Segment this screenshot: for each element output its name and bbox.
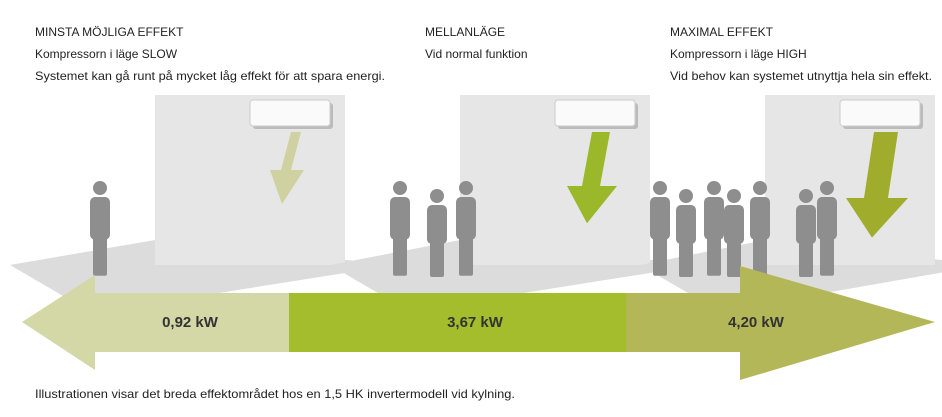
person-head (753, 181, 767, 195)
person-body (456, 197, 476, 240)
panel-description: Vid behov kan systemet utnyttja hela sin… (670, 69, 932, 83)
person-body (427, 205, 447, 244)
infographic: 0,92 kW 3,67 kW 4,20 kW MINSTA MÖJLIGA E… (0, 0, 942, 417)
person-legs (707, 238, 721, 276)
person-head (93, 181, 107, 195)
footer-note: Illustrationen visar det breda effektomr… (35, 387, 515, 401)
panel-description: Systemet kan gå runt på mycket låg effek… (35, 69, 385, 83)
panel-subtitle: Kompressorn i läge HIGH (670, 47, 807, 61)
panel-subtitle: Vid normal funktion (425, 47, 528, 61)
person-body (724, 205, 744, 244)
person-body (390, 197, 410, 240)
ac-unit (250, 100, 330, 126)
person-legs (393, 238, 407, 276)
person-legs (459, 238, 473, 276)
person-legs (727, 242, 741, 277)
person-head (820, 181, 834, 195)
person-legs (653, 238, 667, 276)
panel-title: MAXIMAL EFFEKT (670, 25, 774, 39)
person-legs (820, 238, 834, 276)
person-head (653, 181, 667, 195)
person-head (679, 189, 693, 203)
power-label: 3,67 kW (447, 314, 504, 331)
person-legs (430, 242, 444, 277)
person-head (707, 181, 721, 195)
person-body (650, 197, 670, 240)
person-legs (679, 242, 693, 277)
panel-title: MELLANLÄGE (425, 25, 505, 39)
person-body (704, 197, 724, 240)
person-head (727, 189, 741, 203)
panel-title: MINSTA MÖJLIGA EFFEKT (35, 25, 184, 39)
power-label: 0,92 kW (162, 314, 219, 331)
person-legs (799, 242, 813, 277)
person-legs (93, 238, 107, 276)
ac-unit (555, 100, 635, 126)
person-body (676, 205, 696, 244)
person-head (799, 189, 813, 203)
person-legs (753, 238, 767, 276)
ac-unit (840, 100, 920, 126)
person-body (750, 197, 770, 240)
person-head (393, 181, 407, 195)
person-body (796, 205, 816, 244)
person-body (90, 197, 110, 240)
person-head (459, 181, 473, 195)
person-head (430, 189, 444, 203)
person-body (817, 197, 837, 240)
power-label: 4,20 kW (728, 314, 785, 331)
panel-subtitle: Kompressorn i läge SLOW (35, 47, 178, 61)
